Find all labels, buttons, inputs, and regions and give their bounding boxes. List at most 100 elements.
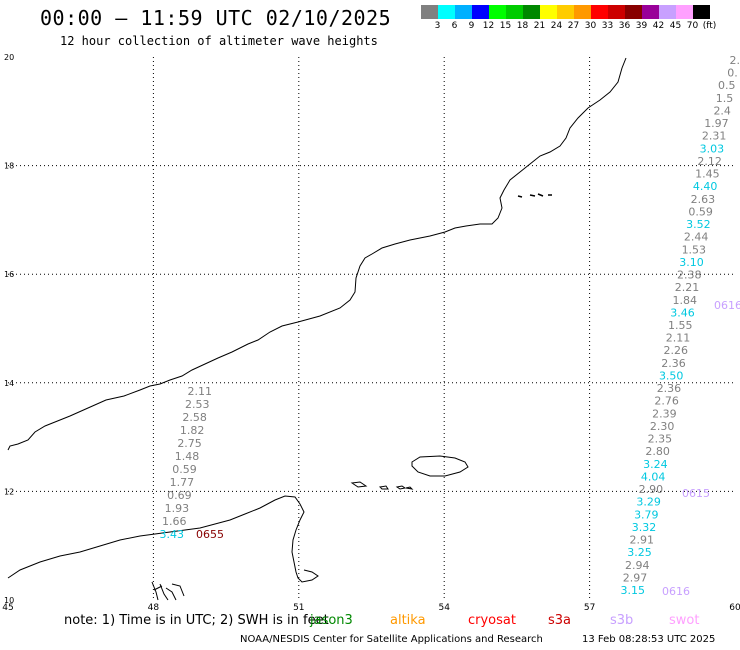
- credit-line: NOAA/NESDIS Center for Satellite Applica…: [240, 634, 543, 645]
- wave-height-value: 2.53: [185, 398, 210, 411]
- colorbar-swatch: [523, 5, 540, 19]
- colorbar-label: 3: [434, 21, 441, 31]
- colorbar-label: 39: [635, 21, 648, 31]
- lon-label: 57: [584, 603, 595, 610]
- colorbar-swatch: [642, 5, 659, 19]
- wave-height-value: 4.40: [693, 180, 718, 193]
- wave-height-value: 3.43: [160, 528, 185, 541]
- wave-height-value: 2.35: [648, 433, 673, 446]
- wave-height-value: 2.75: [177, 437, 202, 450]
- colorbar-swatch: [574, 5, 591, 19]
- wave-height-value: 2.11: [666, 332, 691, 345]
- colorbar-label: 33: [601, 21, 614, 31]
- wave-height-value: 0.59: [172, 463, 197, 476]
- colorbar-swatch: [557, 5, 574, 19]
- wave-height-value: 2.44: [684, 231, 709, 244]
- island-socotra: [411, 455, 469, 477]
- lon-label: 48: [148, 603, 160, 610]
- wave-height-value: 4.04: [641, 470, 666, 483]
- wave-height-value: 3.79: [634, 508, 659, 521]
- wave-height-value: 1.93: [165, 502, 190, 515]
- wave-height-value: 2.58: [182, 411, 207, 424]
- colorbar-label: 15: [499, 21, 512, 31]
- colorbar-swatch: [455, 5, 472, 19]
- wave-height-value: 0.5: [718, 79, 736, 92]
- lat-label: 10: [4, 596, 14, 605]
- lon-label: 45: [2, 603, 13, 610]
- altimeter-map: 2.0.0.51.52.41.972.313.032.121.454.402.6…: [2, 53, 740, 610]
- graticule-grid: [8, 57, 735, 600]
- legend-jason3: jason3: [310, 613, 353, 628]
- wave-height-value: 2.11: [188, 385, 213, 398]
- altimeter-track-west: 2.112.532.581.822.751.480.591.770.691.93…: [160, 385, 213, 541]
- wave-height-value: 2.12: [697, 155, 722, 168]
- wave-height-value: 2.76: [654, 395, 679, 408]
- lat-label: 20: [4, 53, 14, 62]
- wave-height-value: 2.30: [650, 420, 675, 433]
- map-subtitle: 12 hour collection of altimeter wave hei…: [60, 34, 378, 48]
- wave-height-value: 2.: [730, 54, 740, 67]
- wave-height-value: 0.: [727, 67, 738, 80]
- wave-height-value: 3.32: [632, 521, 657, 534]
- colorbar-label: 6: [451, 21, 458, 31]
- wave-height-value: 3.46: [670, 306, 695, 319]
- generated-timestamp: 13 Feb 08:28:53 UTC 2025: [582, 634, 716, 645]
- colorbar-swatch: [421, 5, 438, 19]
- wave-height-value: 3.15: [621, 584, 646, 597]
- wave-height-colorbar: [421, 5, 710, 19]
- footnote: note: 1) Time is in UTC; 2) SWH is in fe…: [64, 613, 329, 628]
- wave-height-value: 1.97: [704, 117, 729, 130]
- colorbar-swatch: [472, 5, 489, 19]
- wave-height-value: 2.63: [691, 193, 716, 206]
- lat-label: 18: [4, 162, 14, 171]
- colorbar-swatch: [676, 5, 693, 19]
- wave-height-value: 2.36: [661, 357, 686, 370]
- wave-height-value: 2.26: [663, 344, 688, 357]
- pass-time-tag: 0616: [714, 299, 740, 312]
- wave-height-value: 1.45: [695, 168, 720, 181]
- lon-label: 54: [438, 603, 450, 610]
- wave-height-value: 2.21: [675, 281, 700, 294]
- wave-height-value: 1.77: [170, 476, 195, 489]
- map-title: 00:00 – 11:59 UTC 02/10/2025: [40, 6, 392, 30]
- colorbar-swatch: [625, 5, 642, 19]
- wave-height-value: 2.39: [652, 407, 677, 420]
- colorbar-swatch: [659, 5, 676, 19]
- wave-height-value: 3.03: [700, 142, 725, 155]
- wave-height-value: 1.82: [180, 424, 205, 437]
- wave-height-value: 1.55: [668, 319, 693, 332]
- wave-height-value: 3.29: [636, 496, 661, 509]
- colorbar-swatch: [591, 5, 608, 19]
- wave-height-value: 1.84: [673, 294, 698, 307]
- wave-height-value: 2.36: [657, 382, 682, 395]
- wave-height-value: 2.31: [702, 130, 727, 143]
- pass-time-tags: 0616 0615 0616 0655: [196, 299, 740, 598]
- lon-label: 51: [293, 603, 304, 610]
- legend-cryosat: cryosat: [468, 613, 516, 628]
- colorbar-label: 70: [686, 21, 699, 31]
- wave-height-value: 3.52: [686, 218, 711, 231]
- wave-height-value: 3.10: [679, 256, 704, 269]
- coastline-southwest-fragment: [151, 581, 185, 601]
- wave-height-value: 2.38: [677, 269, 702, 282]
- colorbar-label: (ft): [702, 21, 717, 31]
- wave-height-value: 3.50: [659, 369, 684, 382]
- wave-height-value: 2.97: [623, 571, 648, 584]
- coastline-somalia: [7, 495, 319, 583]
- colorbar-swatch: [693, 5, 710, 19]
- wave-height-value: 3.25: [627, 546, 652, 559]
- lat-label: 14: [4, 379, 14, 388]
- pass-time-tag: 0655: [196, 528, 224, 541]
- lat-label: 12: [4, 487, 14, 496]
- wave-height-value: 2.91: [630, 534, 655, 547]
- colorbar-label: 45: [669, 21, 682, 31]
- lat-label: 16: [4, 270, 14, 279]
- coastline-arabian-peninsula: [7, 57, 627, 451]
- pass-time-tag: 0616: [662, 585, 690, 598]
- colorbar-label: 12: [482, 21, 495, 31]
- colorbar-label: 24: [550, 21, 563, 31]
- wave-height-value: 3.24: [643, 458, 668, 471]
- colorbar-label: 42: [652, 21, 665, 31]
- islets-kuria-muria: [517, 193, 552, 198]
